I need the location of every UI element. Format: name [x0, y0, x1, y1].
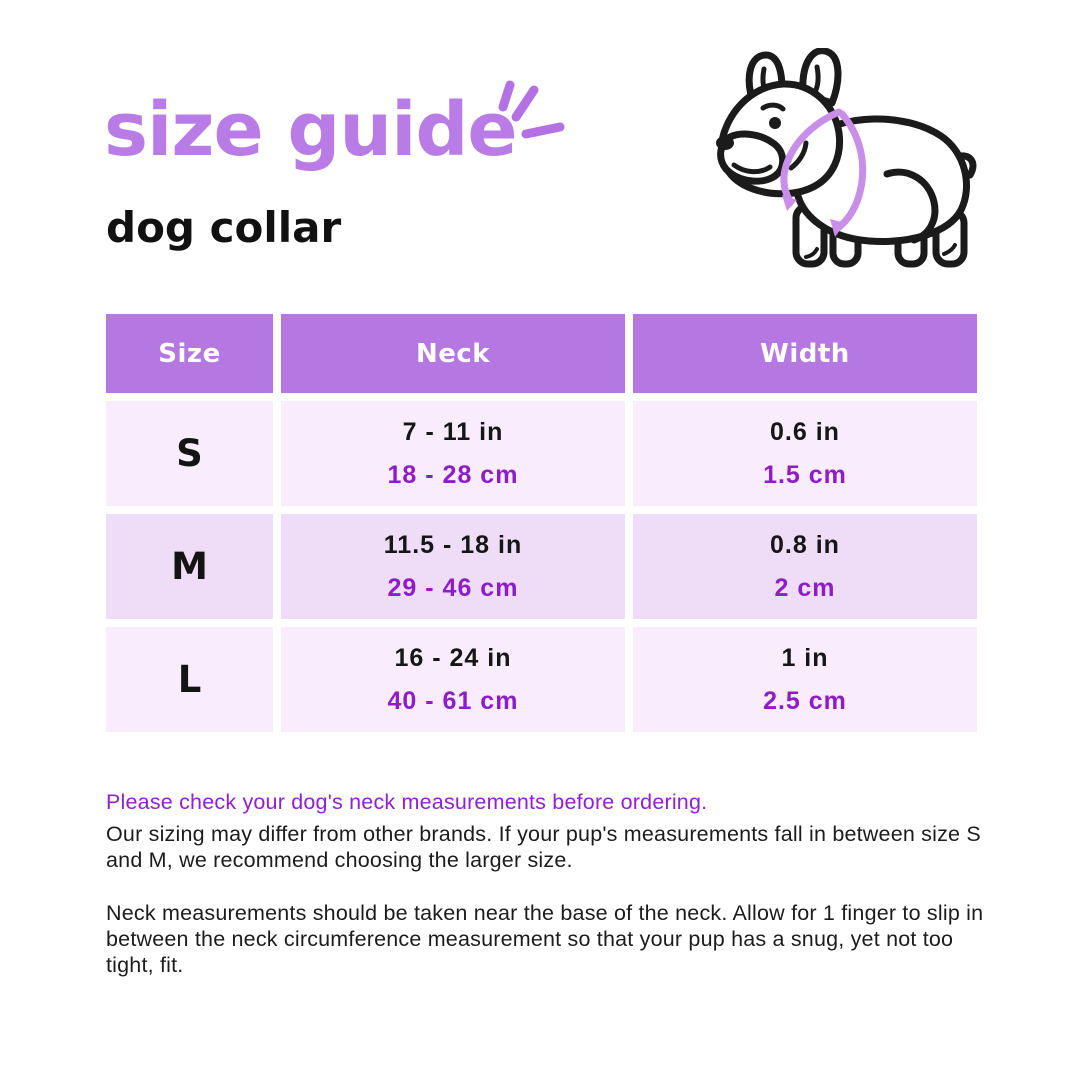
bulldog-illustration — [716, 48, 977, 268]
column-header-neck: Neck — [281, 314, 625, 393]
table-row-s-size: S — [106, 401, 273, 506]
width-cm: 2 cm — [774, 573, 836, 602]
column-header-width: Width — [633, 314, 977, 393]
width-inches: 0.6 in — [770, 417, 840, 446]
width-cm: 1.5 cm — [763, 460, 847, 489]
size-label: S — [176, 432, 203, 475]
sparkle-accent-icon — [498, 80, 565, 139]
neck-inches: 16 - 24 in — [394, 643, 512, 672]
neck-inches: 11.5 - 18 in — [383, 530, 523, 559]
table-row-m-neck: 11.5 - 18 in 29 - 46 cm — [281, 514, 625, 619]
table-row-s-width: 0.6 in 1.5 cm — [633, 401, 977, 506]
neck-inches: 7 - 11 in — [402, 417, 504, 446]
width-inches: 0.8 in — [770, 530, 840, 559]
column-header-label: Neck — [415, 338, 491, 369]
note-body-1: Our sizing may differ from other brands.… — [106, 822, 981, 872]
neck-cm: 18 - 28 cm — [387, 460, 519, 489]
note-body-2: Neck measurements should be taken near t… — [106, 901, 984, 977]
size-table: Size Neck Width S 7 - 11 in 18 - 28 cm 0… — [106, 314, 977, 732]
neck-measure-arc — [780, 108, 867, 232]
table-row-l-width: 1 in 2.5 cm — [633, 627, 977, 732]
page-subtitle: dog collar — [106, 203, 342, 252]
size-label: M — [171, 545, 208, 588]
column-header-label: Width — [760, 338, 850, 369]
page-title: size guide — [104, 87, 518, 173]
table-row-m-size: M — [106, 514, 273, 619]
table-row-l-size: L — [106, 627, 273, 732]
table-row-s-neck: 7 - 11 in 18 - 28 cm — [281, 401, 625, 506]
table-row-l-neck: 16 - 24 in 40 - 61 cm — [281, 627, 625, 732]
width-cm: 2.5 cm — [763, 686, 847, 715]
sizing-notes: Please check your dog's neck measurement… — [106, 789, 986, 978]
size-label: L — [177, 658, 202, 701]
note-highlight: Please check your dog's neck measurement… — [106, 790, 708, 814]
neck-cm: 40 - 61 cm — [387, 686, 519, 715]
column-header-size: Size — [106, 314, 273, 393]
neck-cm: 29 - 46 cm — [387, 573, 519, 602]
table-row-m-width: 0.8 in 2 cm — [633, 514, 977, 619]
width-inches: 1 in — [781, 643, 829, 672]
column-header-label: Size — [158, 338, 221, 369]
